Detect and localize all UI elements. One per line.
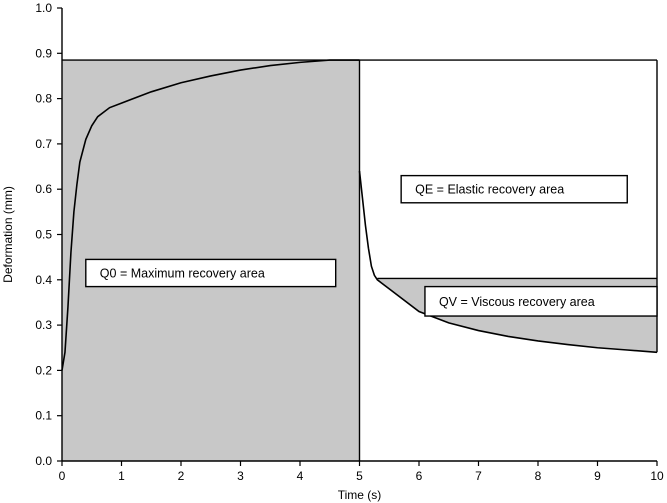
x-tick-label: 2 [178,469,185,483]
x-tick-label: 8 [535,469,542,483]
y-tick-label: 0.0 [35,454,52,468]
qv-label-text: QV = Viscous recovery area [439,295,595,309]
q0-label-text: Q0 = Maximum recovery area [100,267,265,281]
y-tick-label: 0.3 [35,318,52,332]
x-tick-label: 10 [650,469,664,483]
y-tick-label: 0.1 [35,409,52,423]
x-tick-label: 6 [416,469,423,483]
annotation-layer: Q0 = Maximum recovery area QE = Elastic r… [85,174,658,317]
loading-curve [61,59,360,371]
qe-label-text: QE = Elastic recovery area [415,183,564,197]
recovery-curve [358,170,658,354]
x-tick-label: 0 [59,469,66,483]
y-tick-label: 0.5 [35,228,52,242]
y-tick-label: 0.4 [35,273,52,287]
y-tick-label: 1.0 [35,1,52,15]
x-tick-label: 4 [297,469,304,483]
x-tick-label: 5 [356,469,363,483]
q0-label-box [85,258,337,288]
y-tick-label: 0.9 [35,46,52,60]
x-tick-label: 3 [237,469,244,483]
y-tick-label: 0.6 [35,182,52,196]
x-axis-title: Time (s) [338,488,382,502]
qv-label-box [424,285,658,317]
y-tick-label: 0.2 [35,363,52,377]
y-axis-title: Deformation (mm) [1,186,15,283]
qe-label-box [400,174,628,204]
axes-layer: 0.0 0.1 0.2 0.3 0.4 0.5 0.6 0.7 0.8 0.9 1.0 0 1 2 3 4 5 6… [35,1,664,483]
x-tick-label: 1 [118,469,125,483]
series-layer [61,59,658,371]
y-tick-label: 0.7 [35,137,52,151]
x-tick-label: 7 [475,469,482,483]
y-tick-label: 0.8 [35,92,52,106]
x-tick-label: 9 [594,469,601,483]
